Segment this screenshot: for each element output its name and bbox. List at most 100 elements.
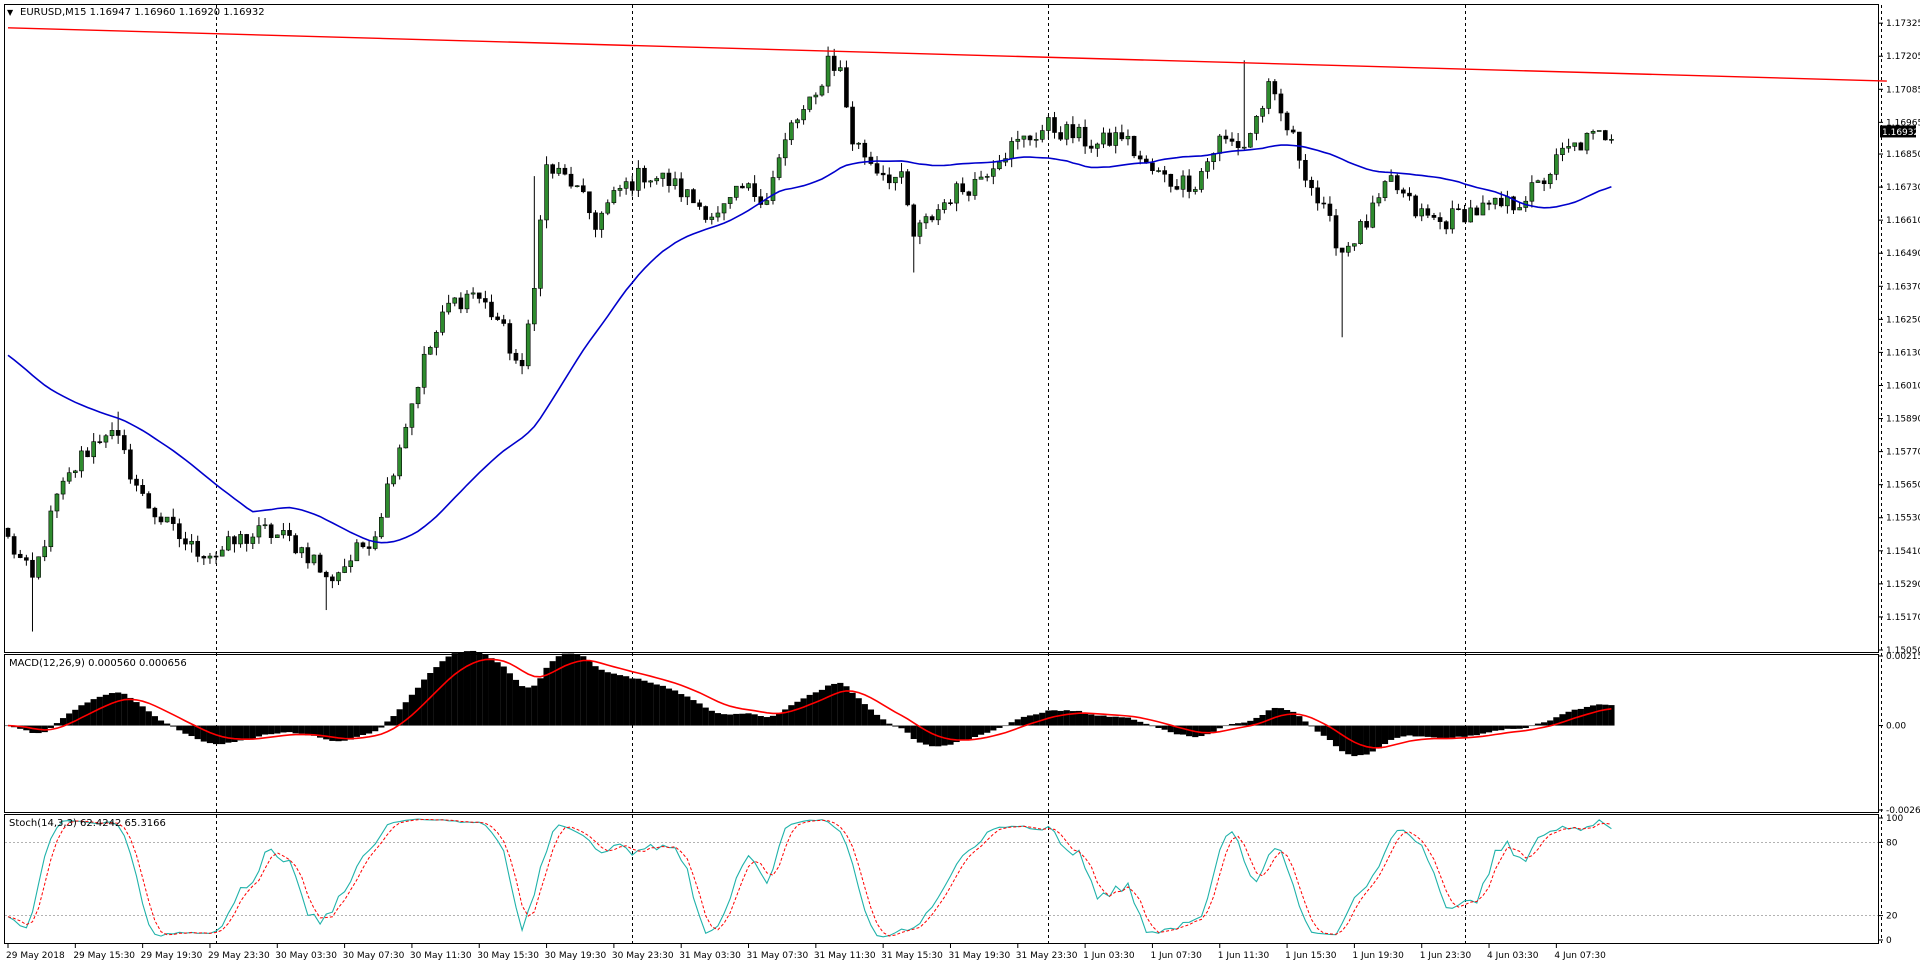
time-tick-label: 1 Jun 07:30 [1150,951,1202,961]
candle-body [250,536,256,544]
macd-bar [206,725,214,744]
macd-bar [708,710,715,726]
candle [917,219,923,245]
macd-bar [1608,705,1615,726]
candle-body [385,483,390,518]
macd-bar [757,716,764,726]
vertical-grid [216,5,1882,943]
candle-body [795,119,800,124]
candle-body [923,216,929,224]
candle [476,292,482,304]
candle [1345,242,1351,257]
candle [1162,165,1167,183]
macd-bar [164,723,171,726]
candle-body [1082,126,1088,147]
candle [972,172,978,200]
macd-bar [402,702,409,726]
macd-bar [274,725,281,734]
candle [66,467,72,484]
candle-body [752,183,757,197]
candle-body [831,55,837,71]
candle [440,305,445,336]
macd-bar [763,717,770,726]
candle-body [1254,115,1259,134]
macd-bar [947,725,954,745]
candle [1358,219,1363,245]
candle [268,522,274,544]
candle [868,151,874,166]
candle-body [1456,208,1461,211]
macd-bar [390,716,397,726]
price-tick-label: 1.16850 [1886,150,1920,160]
candle [79,446,84,478]
candle [30,552,35,632]
macd-bar [714,713,722,726]
candle [1168,173,1174,193]
macd-bar [861,704,868,726]
candle [831,48,837,77]
candle [434,330,439,356]
candle [189,534,194,553]
candle-body [605,202,611,214]
macd-bar [243,725,250,740]
candle [311,554,317,566]
candle [5,527,11,539]
candle-body [984,176,990,178]
candle [1596,130,1602,132]
candle [385,477,390,518]
candle-body [1382,181,1388,198]
candle [1480,195,1486,216]
macd-bar [108,693,116,726]
candle [1070,116,1076,144]
macd-bar [1088,714,1095,726]
candle [11,533,17,559]
candle-body [1364,221,1369,228]
candle [721,203,727,221]
trendline[interactable] [7,27,1887,82]
candle [238,530,243,548]
candle-body [1174,186,1180,190]
macd-bar [1118,717,1125,726]
candle [1039,124,1045,143]
candle [611,186,617,205]
macd-bar [1210,725,1217,732]
stoch-panel[interactable] [4,814,1879,944]
candle [813,92,819,105]
macd-bar [1534,723,1542,726]
macd-bar [1075,710,1083,726]
candle [421,346,427,395]
candle [984,173,990,182]
header-dropdown-icon[interactable]: ▼ [7,8,14,17]
candle [935,204,941,226]
candle [1131,135,1137,159]
candle [770,170,776,205]
candle-body [421,353,427,388]
macd-bar [837,682,844,726]
candle-body [452,297,458,304]
macd-bar [353,725,360,737]
candle-body [580,185,586,193]
candle-body [1480,202,1486,216]
stoch-tick-label: 100 [1886,814,1903,824]
candle-body [323,571,329,578]
candle [666,168,672,193]
candle-body [648,180,653,183]
macd-bar [445,656,452,726]
candle [244,533,249,552]
macd-bar [739,713,746,726]
candle [1303,154,1308,188]
stoch-tick-label: 0 [1886,936,1892,946]
candle [1566,138,1571,153]
candle-body [164,516,170,523]
candle [1486,200,1492,211]
candle-body [1229,138,1235,142]
candle-body [1107,132,1112,146]
macd-bar [1467,725,1474,736]
candle-body [330,576,335,582]
macd-bar [806,694,813,726]
candle-body [1223,135,1229,140]
main-panel[interactable] [4,4,1879,653]
candle-body [134,478,139,486]
candle [1260,105,1265,123]
